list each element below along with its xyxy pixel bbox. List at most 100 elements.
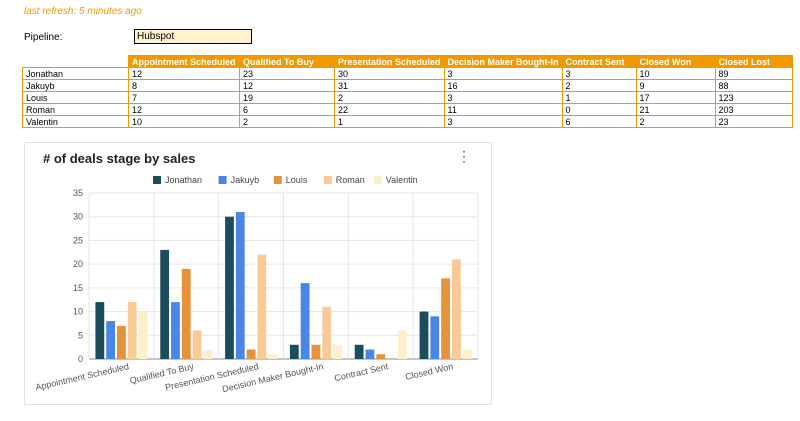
table-cell: 0 [561, 103, 637, 116]
table-cell: 23 [239, 67, 335, 80]
bar [171, 302, 180, 359]
table-cell: 31 [334, 79, 445, 92]
chart-title: # of deals stage by sales [43, 151, 196, 166]
table-cell: 2 [239, 115, 335, 128]
bar [462, 349, 472, 359]
y-tick-label: 25 [73, 235, 83, 245]
x-tick-label: Closed Won [404, 361, 454, 382]
bar [333, 344, 342, 359]
bar [95, 302, 105, 359]
table-cell: 12 [128, 103, 240, 116]
last-refresh-text: last refresh: 5 minutes ago [24, 6, 142, 17]
column-header: Closed Lost [714, 55, 793, 68]
table-row: Valentin 10 2 1 3 6 2 23 [22, 115, 793, 128]
pipeline-label: Pipeline: [24, 32, 63, 43]
bar [300, 283, 310, 359]
row-name: Jakuyb [22, 79, 129, 92]
table-cell: 89 [714, 67, 793, 80]
row-name: Jonathan [22, 67, 129, 80]
row-name: Roman [22, 103, 129, 116]
table-cell: 8 [128, 79, 240, 92]
table-cell: 6 [239, 103, 335, 116]
column-header: Decision Maker Bought-In [443, 55, 563, 68]
legend-label: Roman [336, 175, 365, 185]
table-cell: 22 [334, 103, 445, 116]
bar [311, 344, 321, 359]
bar [203, 349, 213, 359]
table-cell: 9 [635, 79, 716, 92]
table-cell: 203 [714, 103, 793, 116]
column-header: Closed Won [635, 55, 716, 68]
table-cell: 10 [635, 67, 716, 80]
legend-swatch [218, 176, 227, 184]
y-tick-label: 5 [78, 330, 83, 340]
table-cell: 1 [561, 91, 637, 104]
bar [268, 354, 278, 359]
column-header: Contract Sent [561, 55, 637, 68]
legend-swatch [323, 176, 332, 184]
table-cell: 2 [635, 115, 716, 128]
table-cell: 30 [334, 67, 445, 80]
column-header: Qualified To Buy [239, 55, 335, 68]
x-tick-label: Contract Sent [333, 361, 389, 383]
bar [376, 354, 386, 359]
table-cell: 16 [443, 79, 563, 92]
bar [117, 325, 126, 359]
table-cell: 3 [443, 67, 563, 80]
bar [365, 349, 375, 359]
bar [257, 254, 267, 359]
table-row: Jonathan 12 23 30 3 3 10 89 [22, 67, 793, 80]
table-cell: 12 [128, 67, 240, 80]
y-tick-label: 0 [78, 354, 83, 364]
table-cell: 123 [714, 91, 793, 104]
x-tick-label: Appointment Scheduled [34, 361, 129, 392]
table-cell: 3 [561, 67, 637, 80]
row-name: Louis [22, 91, 129, 104]
bar [192, 330, 202, 359]
table-cell: 19 [239, 91, 335, 104]
table-header-corner [22, 55, 129, 68]
table-cell: 3 [443, 91, 563, 104]
legend-swatch [373, 176, 382, 184]
bar [246, 349, 256, 359]
table-row: Louis 7 19 2 3 1 17 123 [22, 91, 793, 104]
bar [181, 268, 191, 359]
bar [235, 211, 245, 359]
table-cell: 88 [714, 79, 793, 92]
bar [430, 316, 440, 359]
legend-label: Jonathan [165, 175, 202, 185]
deals-table: Appointment Scheduled Qualified To Buy P… [22, 55, 793, 128]
table-row: Jakuyb 8 12 31 16 2 9 88 [22, 79, 793, 92]
y-tick-label: 20 [73, 259, 83, 269]
y-tick-label: 30 [73, 212, 83, 222]
bar [225, 216, 234, 359]
table-cell: 7 [128, 91, 240, 104]
bar [322, 306, 332, 359]
table-cell: 2 [334, 91, 445, 104]
table-row: Roman 12 6 22 11 0 21 203 [22, 103, 793, 116]
table-cell: 1 [334, 115, 445, 128]
bar [160, 249, 170, 359]
y-tick-label: 10 [73, 307, 83, 317]
kebab-menu-icon[interactable]: ⋮ [457, 148, 471, 164]
table-cell: 17 [635, 91, 716, 104]
bar [127, 302, 137, 359]
table-cell: 6 [561, 115, 637, 128]
column-header: Appointment Scheduled [128, 55, 240, 68]
pipeline-input[interactable]: Hubspot [134, 29, 252, 44]
bar [419, 311, 429, 359]
legend-label: Valentin [386, 175, 418, 185]
bar [397, 330, 407, 359]
bar [106, 321, 116, 359]
legend-swatch [273, 176, 282, 184]
table-cell: 12 [239, 79, 335, 92]
y-tick-label: 35 [73, 188, 83, 198]
bar [138, 311, 148, 359]
table-cell: 3 [443, 115, 563, 128]
table-cell: 23 [714, 115, 793, 128]
bar [354, 344, 364, 359]
bar [451, 259, 461, 359]
bar [441, 278, 450, 359]
table-header-row: Appointment Scheduled Qualified To Buy P… [22, 55, 793, 68]
